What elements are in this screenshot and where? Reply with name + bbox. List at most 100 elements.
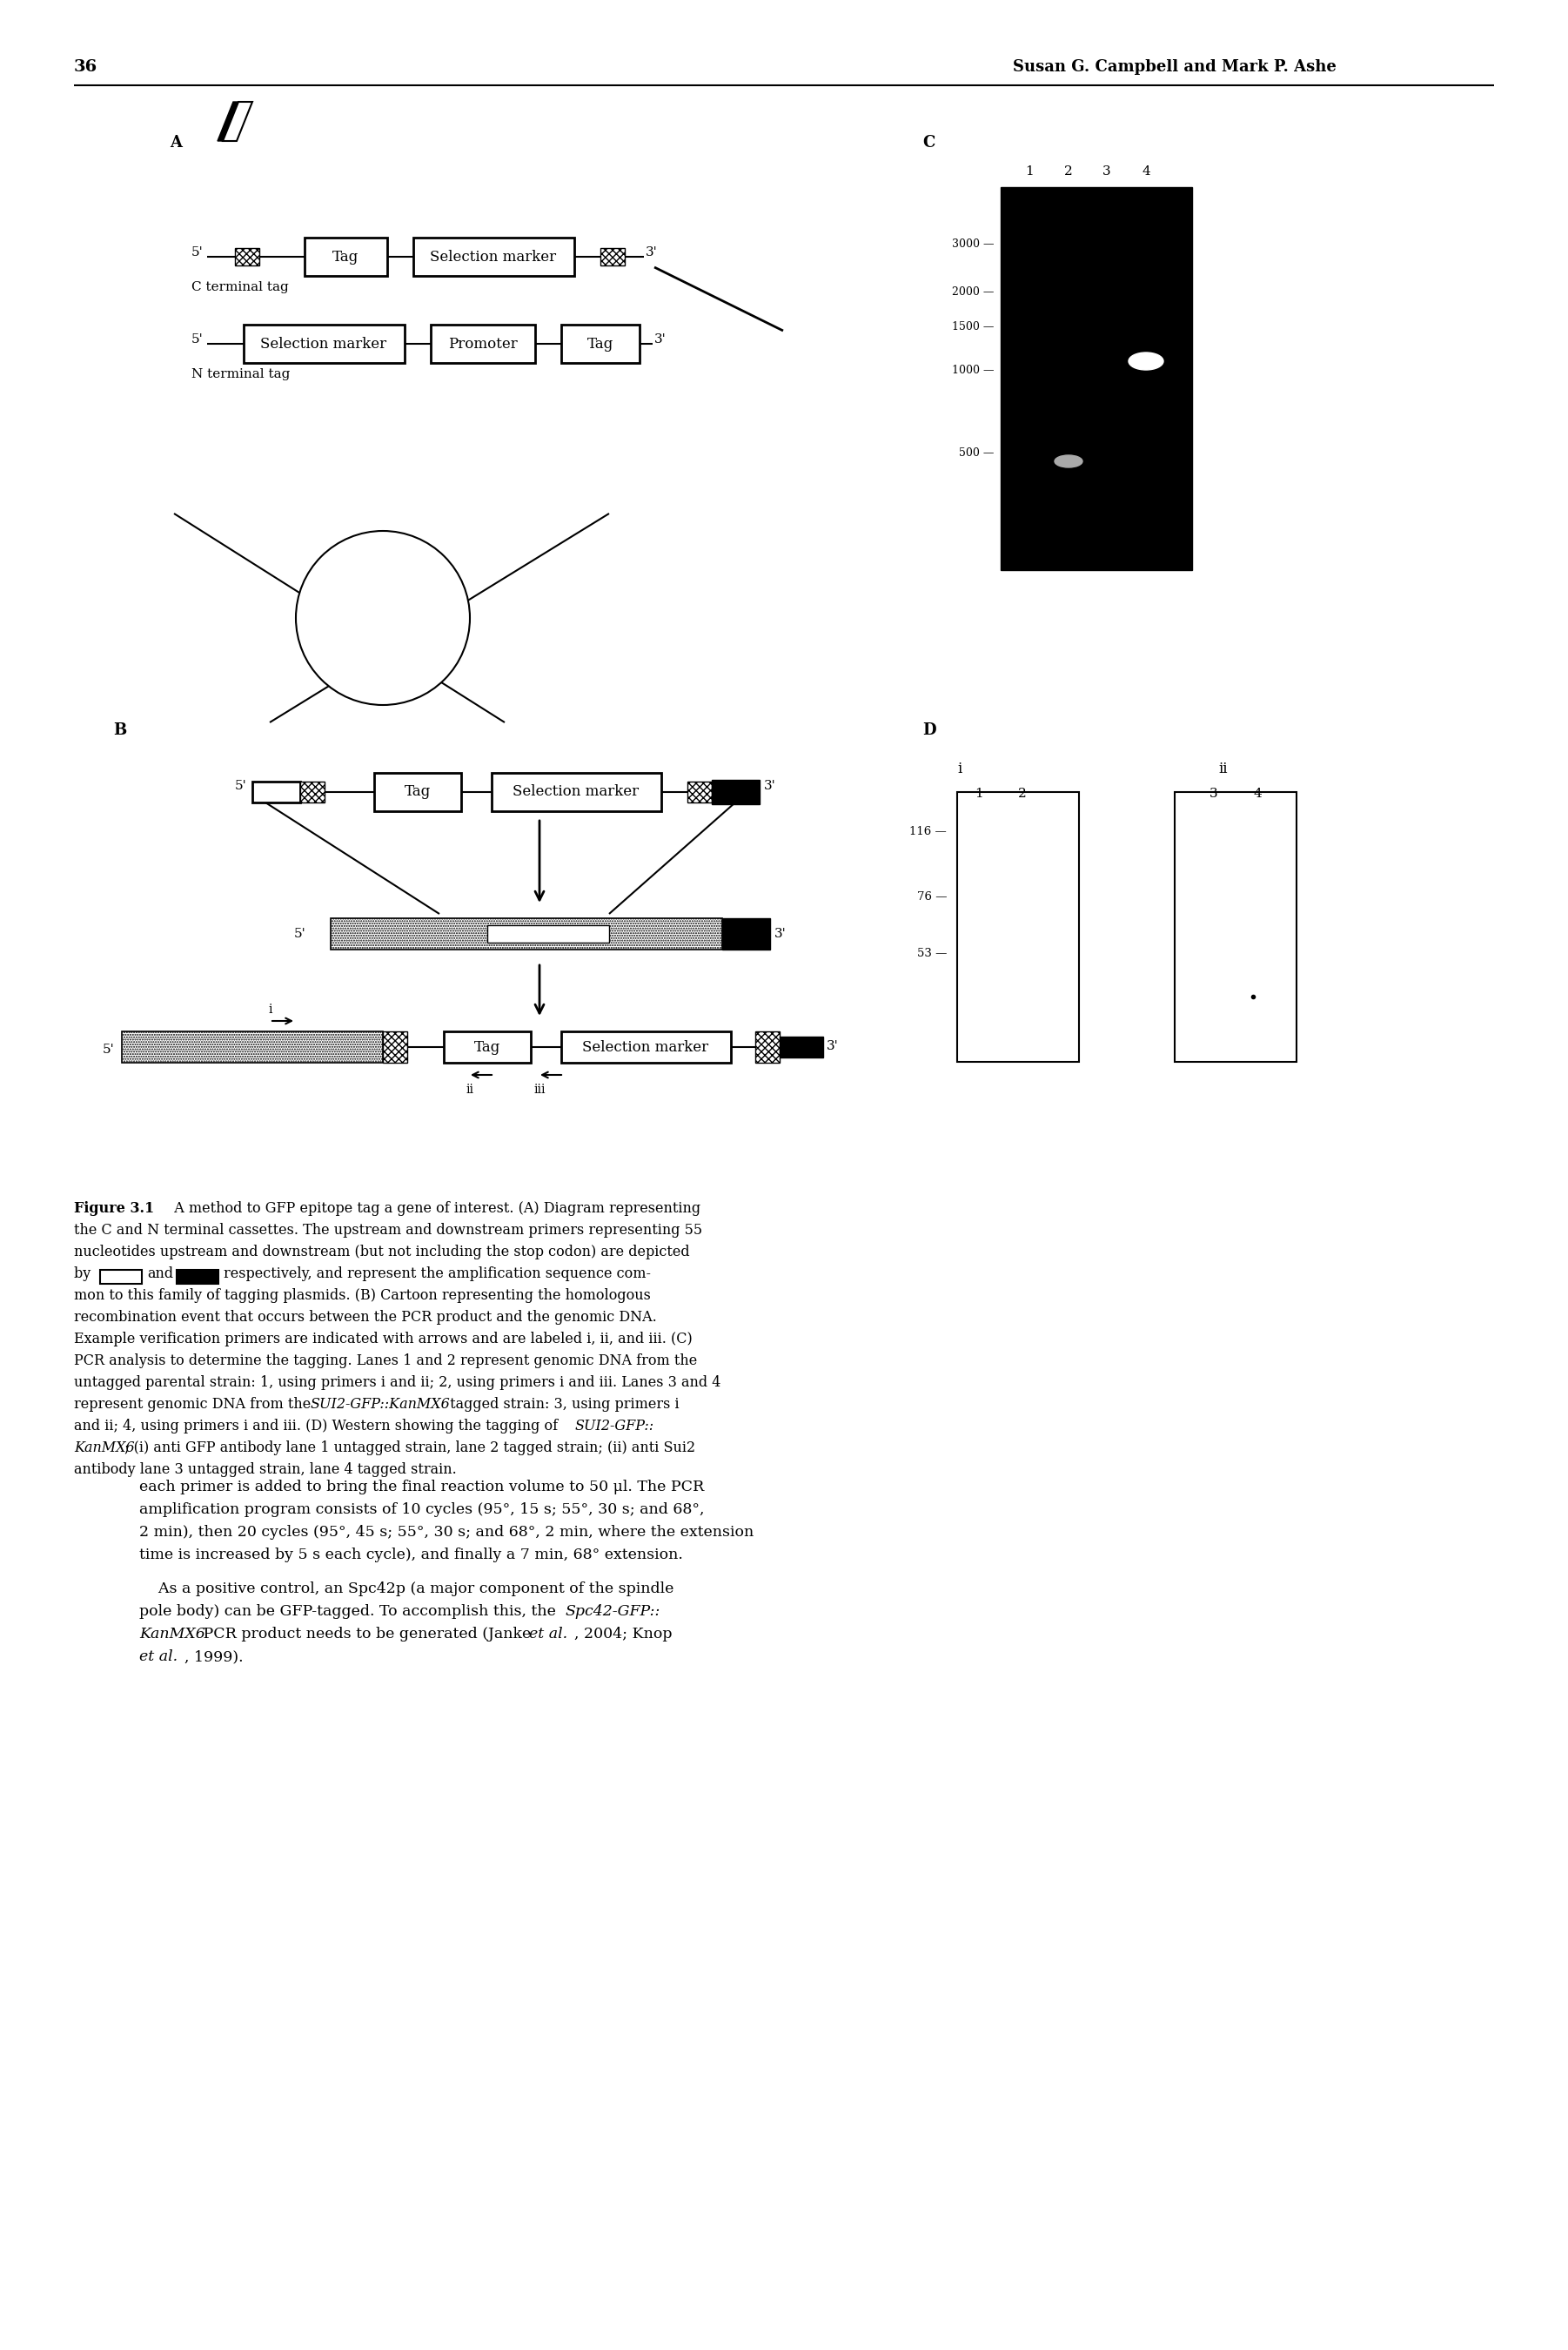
Text: 76 —: 76 — <box>917 891 947 902</box>
Text: A method to GFP epitope tag a gene of interest. (A) Diagram representing: A method to GFP epitope tag a gene of in… <box>165 1201 701 1215</box>
Polygon shape <box>218 101 249 141</box>
Text: KanMX6: KanMX6 <box>140 1626 205 1643</box>
Text: PCR product needs to be generated (Janke: PCR product needs to be generated (Janke <box>199 1626 536 1643</box>
Text: Tag: Tag <box>332 249 359 263</box>
Text: 3': 3' <box>826 1041 839 1053</box>
Text: amplification program consists of 10 cycles (95°, 15 s; 55°, 30 s; and 68°,: amplification program consists of 10 cyc… <box>140 1502 704 1518</box>
Text: C terminal tag: C terminal tag <box>191 282 289 294</box>
Text: tagged strain: 3, using primers i: tagged strain: 3, using primers i <box>445 1396 679 1412</box>
Text: the C and N terminal cassettes. The upstream and downstream primers representing: the C and N terminal cassettes. The upst… <box>74 1222 702 1238</box>
Text: represent genomic DNA from the: represent genomic DNA from the <box>74 1396 315 1412</box>
Text: Spc42-GFP::: Spc42-GFP:: <box>566 1605 660 1619</box>
Ellipse shape <box>1055 456 1082 468</box>
Text: mon to this family of tagging plasmids. (B) Cartoon representing the homologous: mon to this family of tagging plasmids. … <box>74 1288 651 1302</box>
Text: et al.: et al. <box>140 1650 177 1664</box>
Bar <box>431 324 535 362</box>
Bar <box>601 249 624 266</box>
Text: 5': 5' <box>191 247 204 258</box>
Text: 1500 —: 1500 — <box>952 322 994 331</box>
Text: 5': 5' <box>102 1043 114 1055</box>
Text: 500 —: 500 — <box>958 446 994 458</box>
Text: 3': 3' <box>654 334 666 345</box>
Text: i: i <box>268 1003 271 1015</box>
Text: SUI2-GFP::: SUI2-GFP:: <box>575 1419 654 1434</box>
Text: A: A <box>169 134 182 150</box>
Text: ; (i) anti GFP antibody lane 1 untagged strain, lane 2 tagged strain; (ii) anti : ; (i) anti GFP antibody lane 1 untagged … <box>124 1441 695 1455</box>
Text: Selection marker: Selection marker <box>582 1039 709 1055</box>
Bar <box>756 1032 779 1062</box>
Text: Example verification primers are indicated with arrows and are labeled i, ii, an: Example verification primers are indicat… <box>74 1332 693 1347</box>
Text: 116 —: 116 — <box>909 825 947 837</box>
Bar <box>177 1269 218 1283</box>
Bar <box>444 1032 532 1062</box>
Text: et al.: et al. <box>528 1626 568 1643</box>
Bar <box>100 1269 141 1283</box>
Bar <box>235 249 259 266</box>
Text: 3': 3' <box>764 780 776 792</box>
Text: , 1999).: , 1999). <box>185 1650 243 1664</box>
Polygon shape <box>223 101 252 141</box>
Text: and ii; 4, using primers i and iii. (D) Western showing the tagging of: and ii; 4, using primers i and iii. (D) … <box>74 1419 563 1434</box>
Bar <box>243 324 405 362</box>
Text: 3: 3 <box>1102 165 1112 179</box>
Bar <box>383 1032 408 1062</box>
Bar <box>956 792 1079 1062</box>
Bar <box>1000 188 1192 571</box>
Circle shape <box>296 531 470 705</box>
Text: Figure 3.1: Figure 3.1 <box>74 1201 154 1215</box>
Bar <box>331 919 723 949</box>
Bar <box>252 783 299 801</box>
Bar <box>488 926 608 942</box>
Text: 3': 3' <box>646 247 657 258</box>
Bar <box>712 780 759 804</box>
Bar <box>414 237 574 275</box>
Text: respectively, and represent the amplification sequence com-: respectively, and represent the amplific… <box>224 1267 651 1281</box>
Text: i: i <box>956 761 961 776</box>
Text: iii: iii <box>533 1083 546 1095</box>
Text: Tag: Tag <box>588 336 613 350</box>
Text: 1: 1 <box>975 787 983 799</box>
Bar <box>1174 792 1297 1062</box>
Text: untagged parental strain: 1, using primers i and ii; 2, using primers i and iii.: untagged parental strain: 1, using prime… <box>74 1375 721 1389</box>
Text: nucleotides upstream and downstream (but not including the stop codon) are depic: nucleotides upstream and downstream (but… <box>74 1246 690 1260</box>
Text: D: D <box>922 721 936 738</box>
Bar <box>375 773 461 811</box>
Bar <box>492 773 662 811</box>
Text: time is increased by 5 s each cycle), and finally a 7 min, 68° extension.: time is increased by 5 s each cycle), an… <box>140 1549 684 1563</box>
Text: ii: ii <box>1218 761 1228 776</box>
Text: Selection marker: Selection marker <box>260 336 387 350</box>
Text: 3000 —: 3000 — <box>952 237 994 249</box>
Bar <box>122 1032 383 1062</box>
Text: Selection marker: Selection marker <box>513 785 640 799</box>
Text: B: B <box>113 721 127 738</box>
Text: 2: 2 <box>1018 787 1027 799</box>
Text: SUI2-GFP::KanMX6: SUI2-GFP::KanMX6 <box>310 1396 450 1412</box>
Text: by: by <box>74 1267 96 1281</box>
Text: Tag: Tag <box>405 785 431 799</box>
Text: N terminal tag: N terminal tag <box>191 369 290 381</box>
Text: each primer is added to bring the final reaction volume to 50 μl. The PCR: each primer is added to bring the final … <box>140 1480 704 1495</box>
Text: , 2004; Knop: , 2004; Knop <box>574 1626 673 1643</box>
Text: 5': 5' <box>295 928 306 940</box>
Text: Promoter: Promoter <box>448 336 517 350</box>
Text: and: and <box>147 1267 174 1281</box>
Text: 4: 4 <box>1142 165 1151 179</box>
Text: Tag: Tag <box>474 1039 500 1055</box>
Text: antibody lane 3 untagged strain, lane 4 tagged strain.: antibody lane 3 untagged strain, lane 4 … <box>74 1462 456 1478</box>
Text: 2: 2 <box>1065 165 1073 179</box>
Text: 5': 5' <box>191 334 204 345</box>
Text: 36: 36 <box>74 59 97 75</box>
Text: ii: ii <box>466 1083 474 1095</box>
Text: Selection marker: Selection marker <box>430 249 557 263</box>
Text: Susan G. Campbell and Mark P. Ashe: Susan G. Campbell and Mark P. Ashe <box>1013 59 1336 75</box>
Text: recombination event that occurs between the PCR product and the genomic DNA.: recombination event that occurs between … <box>74 1309 657 1325</box>
Bar <box>779 1036 823 1058</box>
Text: 53 —: 53 — <box>917 947 947 959</box>
Bar <box>304 237 387 275</box>
Bar <box>561 1032 731 1062</box>
Text: 3': 3' <box>775 928 787 940</box>
Text: PCR analysis to determine the tagging. Lanes 1 and 2 represent genomic DNA from : PCR analysis to determine the tagging. L… <box>74 1354 698 1368</box>
Text: 3: 3 <box>1209 787 1218 799</box>
Text: 4: 4 <box>1253 787 1262 799</box>
Text: KanMX6: KanMX6 <box>74 1441 135 1455</box>
